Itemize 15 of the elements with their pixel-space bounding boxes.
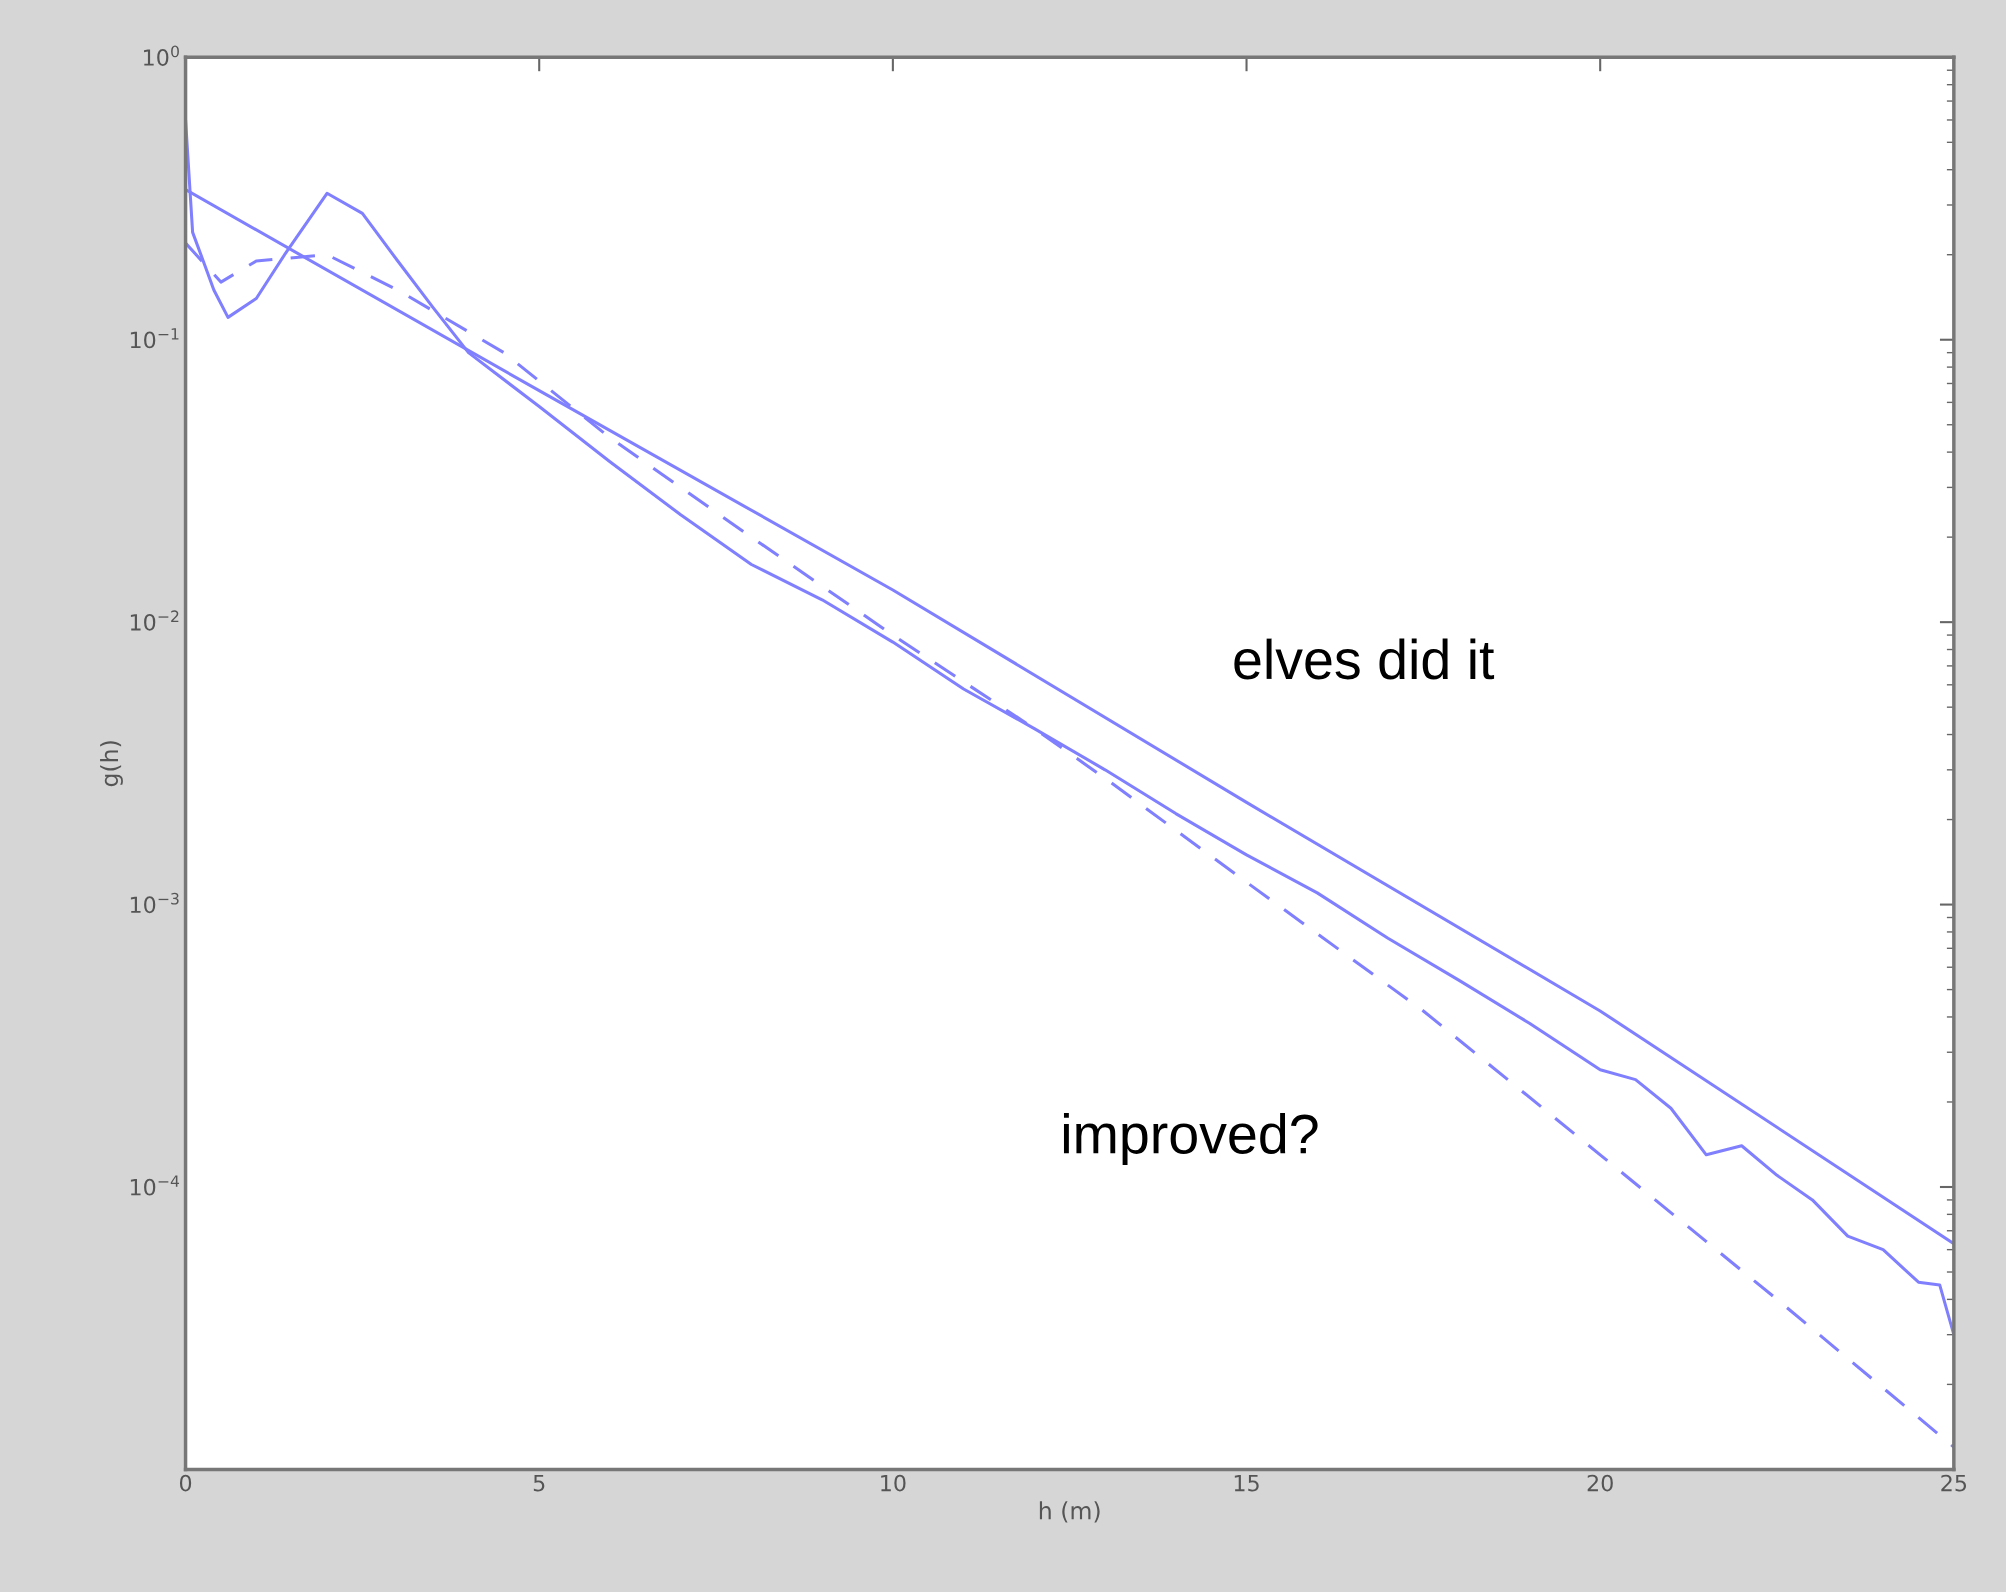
y-tick-label: 10$^{0}$	[144, 45, 179, 66]
x-tick-label: 20	[1587, 1474, 1613, 1492]
y-axis-title: g(h)	[100, 741, 123, 787]
y-tick-label: 10$^{−4}$	[130, 1175, 180, 1196]
x-tick-label: 25	[1941, 1474, 1967, 1492]
y-tick-label: 10$^{−2}$	[130, 610, 179, 631]
x-tick-label: 10	[881, 1474, 906, 1492]
x-tick-label: 5	[533, 1474, 545, 1492]
x-axis-title: h (m)	[1039, 1501, 1100, 1523]
annotation: elves did it	[1234, 638, 1495, 680]
y-tick-label: 10$^{−3}$	[130, 892, 179, 914]
x-tick-label: 0	[179, 1474, 192, 1492]
annotation: improved?	[1063, 1113, 1318, 1165]
x-tick-label: 15	[1234, 1474, 1259, 1492]
y-tick-label: 10$^{−1}$	[130, 328, 179, 349]
